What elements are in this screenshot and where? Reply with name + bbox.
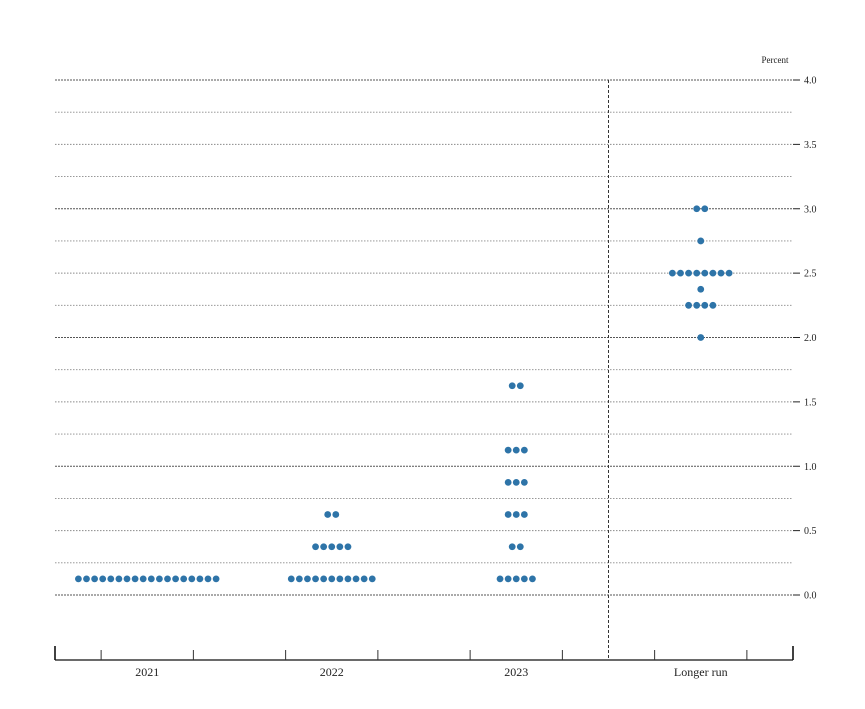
data-dot — [332, 511, 340, 518]
data-dot — [697, 334, 705, 341]
data-dot — [336, 543, 344, 551]
data-dot — [115, 575, 123, 583]
data-dot — [520, 575, 528, 583]
data-dot — [508, 543, 516, 551]
y-tick-label: 4.0 — [804, 76, 817, 87]
data-dot — [685, 301, 692, 309]
data-dot — [529, 575, 536, 583]
data-dot — [512, 511, 520, 518]
data-dot — [520, 446, 528, 454]
x-axis: 2021 2022 2023 Longer run — [54, 646, 794, 679]
data-dot — [344, 575, 352, 583]
data-dot — [324, 511, 332, 518]
data-dot — [701, 269, 709, 277]
y-tick-label: 3.0 — [804, 204, 817, 215]
data-dot — [693, 269, 701, 277]
y-axis-ticks: 0.0 0.5 1.0 1.5 2.0 2.5 3.0 3.5 4.0 — [793, 76, 817, 602]
data-dot — [368, 575, 376, 583]
data-dot — [701, 205, 709, 213]
dots — [75, 205, 733, 583]
data-dot — [196, 575, 204, 583]
data-dot — [709, 301, 717, 309]
y-tick-label: 2.5 — [804, 269, 817, 280]
data-dot — [212, 575, 220, 583]
data-dot — [725, 269, 733, 277]
data-dot — [504, 511, 512, 518]
data-dot — [139, 575, 147, 583]
data-dot — [352, 575, 360, 583]
data-dot — [504, 575, 512, 583]
grid-lines — [55, 79, 793, 596]
data-dot — [204, 575, 212, 583]
data-dot — [693, 301, 701, 309]
y-tick-label: 2.0 — [804, 333, 817, 344]
y-tick-label: 3.5 — [804, 140, 817, 151]
data-dot — [295, 575, 303, 583]
data-dot — [520, 478, 528, 486]
y-tick-label: 1.0 — [804, 462, 817, 473]
data-dot — [172, 575, 180, 583]
data-dot — [312, 575, 319, 583]
data-dot — [320, 575, 328, 583]
data-dot — [701, 301, 709, 309]
data-dot — [512, 446, 520, 454]
data-dot — [287, 575, 295, 583]
data-dot — [328, 543, 336, 551]
data-dot — [156, 575, 163, 583]
y-axis-unit-label: Percent — [762, 55, 789, 65]
data-dot — [188, 575, 196, 583]
data-dot — [717, 269, 725, 277]
data-dot — [75, 575, 82, 583]
data-dot — [677, 269, 684, 277]
data-dot — [328, 575, 336, 583]
data-dot — [504, 446, 512, 454]
data-dot — [496, 575, 504, 583]
y-tick-label: 0.5 — [804, 526, 817, 537]
y-tick-label: 1.5 — [804, 397, 817, 408]
data-dot — [685, 269, 692, 277]
data-dot — [83, 575, 90, 583]
data-dot — [693, 205, 701, 213]
x-category-label: 2021 — [135, 665, 159, 679]
data-dot — [344, 543, 352, 551]
x-category-label: 2023 — [504, 665, 528, 679]
data-dot — [520, 511, 528, 518]
data-dot — [312, 543, 319, 551]
data-dot — [508, 382, 516, 390]
data-dot — [180, 575, 188, 583]
data-dot — [516, 543, 524, 551]
data-dot — [512, 478, 520, 486]
data-dot — [107, 575, 115, 583]
data-dot — [336, 575, 344, 583]
data-dot — [360, 575, 368, 583]
data-dot — [320, 543, 328, 551]
data-dot — [99, 575, 107, 583]
data-dot — [697, 285, 705, 293]
data-dot — [91, 575, 98, 583]
y-tick-label: 0.0 — [804, 591, 817, 602]
x-category-label: 2022 — [320, 665, 344, 679]
data-dot — [164, 575, 171, 583]
data-dot — [669, 269, 676, 277]
x-category-label: Longer run — [674, 665, 728, 679]
data-dot — [123, 575, 131, 583]
data-dot — [709, 269, 717, 277]
data-dot — [512, 575, 520, 583]
data-dot — [147, 575, 155, 583]
data-dot — [131, 575, 139, 583]
data-dot — [504, 478, 512, 486]
data-dot — [697, 237, 705, 245]
data-dot — [516, 382, 524, 390]
data-dot — [304, 575, 311, 583]
